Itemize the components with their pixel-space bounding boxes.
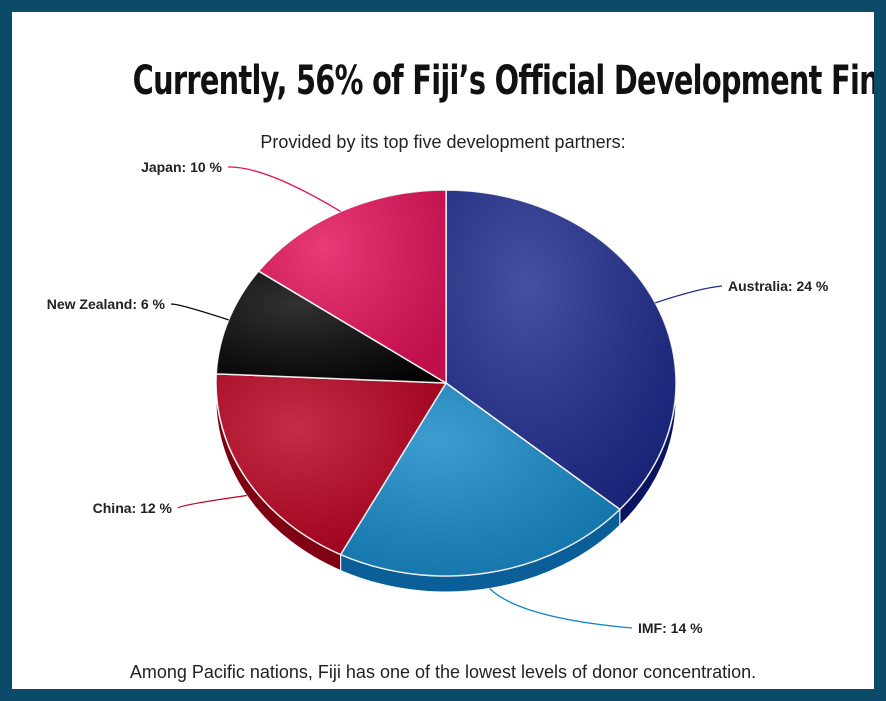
chart-footnote: Among Pacific nations, Fiji has one of t… [129, 662, 757, 682]
data-label-imf: IMF: 14 % [638, 620, 703, 636]
leader-line-imf [489, 588, 633, 629]
chart-title: Currently, 56% of Fiji’s Official Develo… [132, 58, 879, 104]
data-label-china: China: 12 % [93, 500, 173, 516]
data-label-japan: Japan: 10 % [141, 159, 222, 175]
data-label-new-zealand: New Zealand: 6 % [47, 296, 166, 312]
leader-line-china [177, 494, 247, 509]
leader-line-japan [227, 166, 341, 213]
leader-line-new-zealand [170, 303, 229, 321]
chart-subtitle: Provided by its top five development par… [260, 132, 626, 152]
data-label-australia: Australia: 24 % [728, 278, 829, 294]
leader-line-australia [655, 285, 723, 304]
